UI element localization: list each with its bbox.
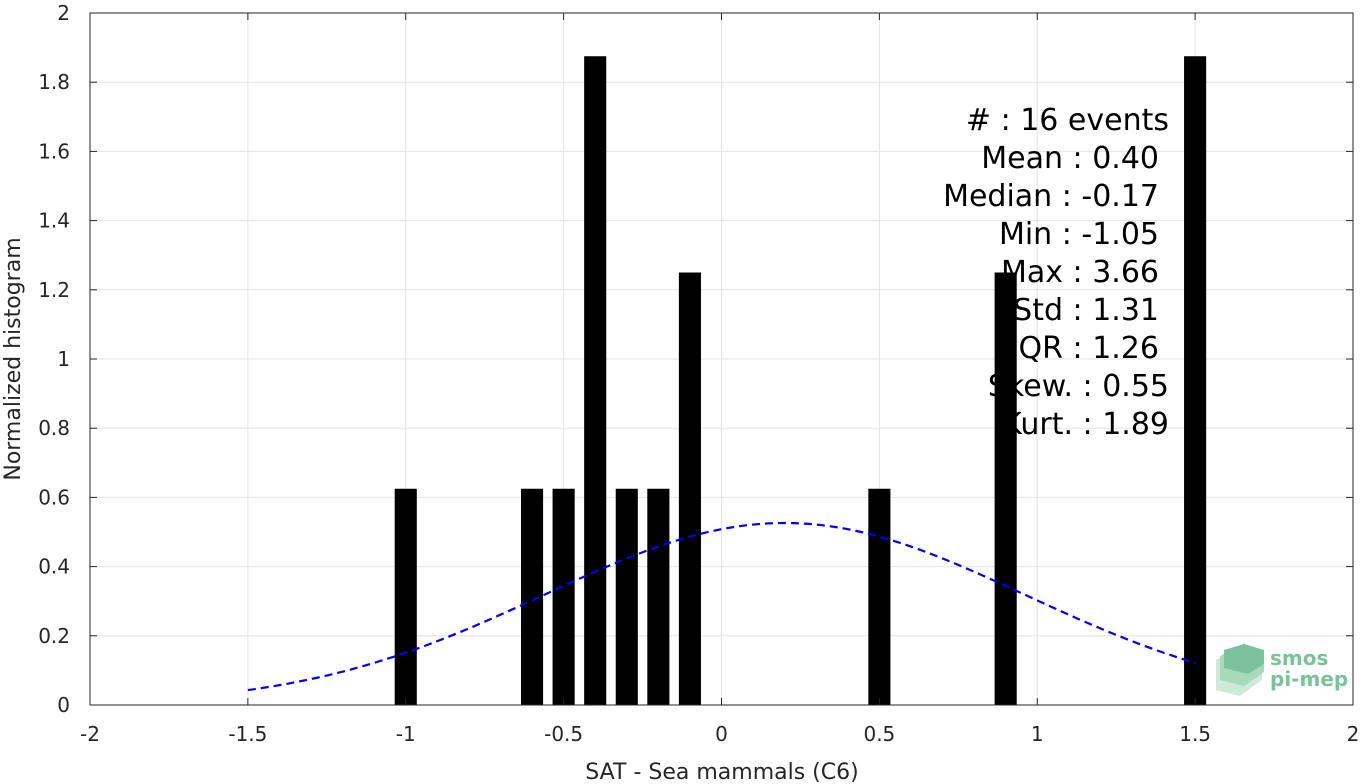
smos-pimep-logo: smos pi-mep: [1216, 644, 1348, 696]
y-tick-label: 2: [57, 1, 70, 25]
histogram-bar: [678, 272, 701, 705]
y-tick-label: 0: [57, 693, 70, 717]
y-tick-label: 1.6: [38, 139, 70, 163]
x-tick-label: 1.5: [1179, 722, 1211, 746]
y-tick-label: 1.4: [38, 209, 70, 233]
x-tick-label: -0.5: [544, 722, 583, 746]
y-tick-label: 1.8: [38, 70, 70, 94]
x-tick-label: 0.5: [863, 722, 895, 746]
y-axis-label: Normalized histogram: [1, 237, 26, 480]
stat-min: Min : -1.05: [999, 217, 1159, 252]
grid: [89, 12, 1354, 706]
x-tick-label: -2: [80, 722, 100, 746]
stat-kurt: Kurt. : 1.89: [1002, 407, 1169, 442]
histogram-bar: [615, 488, 638, 705]
stat-max: Max : 3.66: [1001, 255, 1159, 290]
histogram-bar: [394, 488, 417, 705]
stat-std: Std : 1.31: [1013, 293, 1159, 328]
histogram-bar: [1184, 56, 1207, 705]
stat-mean: Mean : 0.40: [981, 141, 1159, 176]
stat-median: Median : -0.17: [943, 179, 1159, 214]
logo-line-2: pi-mep: [1270, 667, 1348, 691]
stats-box: # : 16 events Mean : 0.40 Median : -0.17…: [943, 103, 1169, 442]
x-tick-label: 0: [715, 722, 728, 746]
logo-graphic-icon: [1216, 644, 1264, 696]
histogram-bar: [520, 488, 544, 705]
histogram-bar: [994, 272, 1017, 705]
histogram-bar: [584, 56, 607, 705]
y-tick-label: 0.8: [38, 416, 70, 440]
x-axis-ticks: -2 -1.5 -1 -0.5 0 0.5 1 1.5 2: [80, 13, 1359, 746]
x-tick-label: 1: [1031, 722, 1044, 746]
histogram-bars: [394, 56, 1207, 705]
histogram-bar: [868, 488, 891, 705]
stat-iqr: IQR : 1.26: [1010, 331, 1159, 366]
y-tick-label: 0.6: [38, 485, 70, 509]
y-tick-label: 0.2: [38, 624, 70, 648]
histogram-bar: [647, 488, 670, 705]
stat-count: # : 16 events: [966, 103, 1169, 138]
y-tick-label: 0.4: [38, 555, 70, 579]
y-axis-ticks: 0 0.2 0.4 0.6 0.8 1 1.2 1.4 1.6 1.8 2: [38, 1, 1353, 717]
logo-line-1: smos: [1270, 646, 1328, 670]
y-tick-label: 1: [57, 347, 70, 371]
gaussian-fit-curve: [247, 521, 1196, 692]
stat-skew: Skew. : 0.55: [988, 369, 1169, 404]
y-tick-label: 1.2: [38, 278, 70, 302]
x-tick-label: 2: [1347, 722, 1360, 746]
x-tick-label: -1.5: [228, 722, 267, 746]
x-tick-label: -1: [396, 722, 416, 746]
x-axis-label: SAT - Sea mammals (C6): [585, 760, 858, 784]
histogram-bar: [552, 488, 575, 705]
